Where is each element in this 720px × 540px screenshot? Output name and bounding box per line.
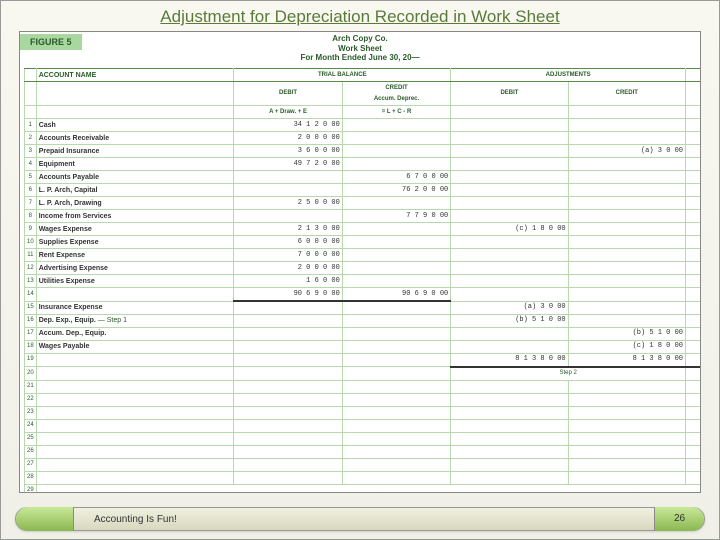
table-row: 2525	[25, 432, 702, 445]
table-row: 2828	[25, 471, 702, 484]
table-row: 12Advertising Expense 2 0 0 0 00 2 0 0 0…	[25, 262, 702, 275]
table-row: 11Rent Expense 7 0 0 0 00 7 3 0 0 00 11	[25, 249, 702, 262]
page-number: 26	[654, 507, 704, 531]
table-row: 8Income from Services 7 7 9 0 00 7 7 9 0…	[25, 210, 702, 223]
table-row: 4Equipment 49 7 2 0 00 49 7 2 0 00 4	[25, 158, 702, 171]
worksheet: ACCOUNT NAME TRIAL BALANCE ADJUSTMENTS A…	[24, 68, 696, 493]
table-row: 7L. P. Arch, Drawing 2 5 0 0 00 2 5 0 0 …	[25, 197, 702, 210]
table-row: 3Prepaid Insurance 3 6 0 0 00 (a) 3 0 00…	[25, 145, 702, 158]
doc-type: Work Sheet	[300, 44, 419, 54]
figure-container: FIGURE 5 Arch Copy Co. Work Sheet For Mo…	[19, 31, 701, 493]
table-row: 6L. P. Arch, Capital 76 2 0 0 00 76 2 0 …	[25, 184, 702, 197]
table-row: 2626	[25, 445, 702, 458]
table-row: 2222	[25, 393, 702, 406]
figure-label: FIGURE 5	[20, 34, 82, 50]
table-row: 1Cash 34 1 2 0 00 34 1 2 0 00 1	[25, 119, 702, 132]
table-row: 2Accounts Receivable 2 0 0 0 00 2 0 0 0 …	[25, 132, 702, 145]
table-row: 2121	[25, 380, 702, 393]
company-header: Arch Copy Co. Work Sheet For Month Ended…	[300, 34, 419, 63]
step2-label: Step 2	[451, 367, 686, 381]
table-row: 17Accum. Dep., Equip. (b) 5 1 0 00 5 1 0…	[25, 327, 702, 340]
table-row: 18Wages Payable (c) 1 8 0 00 1 8 0 00 18	[25, 340, 702, 353]
table-row: 13Utilities Expense 1 6 0 00 1 6 0 00 13	[25, 275, 702, 288]
table-row: 5Accounts Payable 6 7 0 0 00 6 7 0 0 00 …	[25, 171, 702, 184]
totals-1: 14 90 6 9 0 00 90 6 9 0 00 14	[25, 288, 702, 302]
sec-adjustments: ADJUSTMENTS	[451, 69, 686, 82]
table-row: 2424	[25, 419, 702, 432]
footer-accent-left	[16, 507, 74, 531]
sec-trial-balance: TRIAL BALANCE	[234, 69, 451, 82]
table-row: 15Insurance Expense (a) 3 0 00 3 0 00 15	[25, 301, 702, 314]
footer-bar: Accounting Is Fun! 26	[15, 507, 705, 531]
col-account: ACCOUNT NAME	[36, 69, 234, 82]
totals-2: 19 8 1 3 8 0 00 8 1 3 8 0 00 91 3 8 0 00…	[25, 353, 702, 367]
slide-title: Adjustment for Depreciation Recorded in …	[1, 1, 719, 31]
table-row: 16Dep. Exp., Equip. — Step 1 (b) 5 1 0 0…	[25, 314, 702, 327]
sec-adj-trial-balance: ADJUSTED TRIAL BALANCE	[686, 69, 702, 82]
table-row: 9Wages Expense 2 1 3 0 00 (c) 1 8 0 00 2…	[25, 223, 702, 236]
table-row: 2727	[25, 458, 702, 471]
period: For Month Ended June 30, 20—	[300, 53, 419, 63]
step3-label: Step 3	[686, 367, 702, 381]
table-row: 10Supplies Expense 6 0 0 0 00 6 0 0 0 00…	[25, 236, 702, 249]
table-row: 2323	[25, 406, 702, 419]
company-name: Arch Copy Co.	[300, 34, 419, 44]
footer-text: Accounting Is Fun!	[74, 514, 654, 525]
